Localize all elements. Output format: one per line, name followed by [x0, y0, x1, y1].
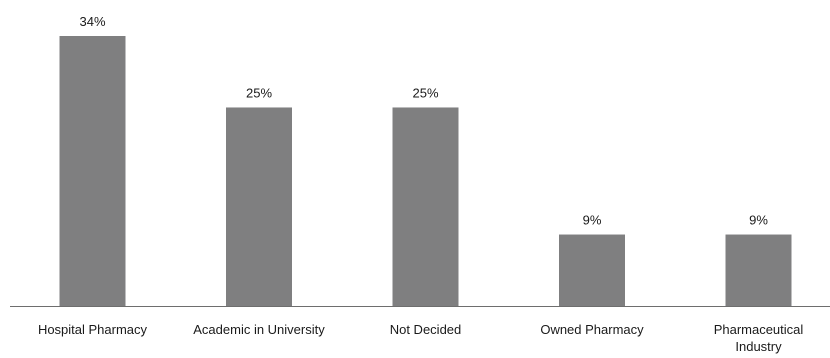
bar [59, 36, 126, 306]
bar-value-label: 9% [583, 213, 602, 228]
bar [725, 234, 792, 306]
x-tick-label-line: Academic in University [193, 322, 325, 337]
bar-value-label: 9% [749, 213, 768, 228]
x-tick-label: Not Decided [390, 322, 462, 337]
bar-value-label: 25% [412, 85, 438, 100]
x-tick-label-line: Not Decided [390, 322, 462, 337]
bars-group [59, 36, 792, 307]
x-tick-label: Academic in University [193, 322, 325, 337]
bar-value-label: 34% [79, 14, 105, 29]
bar [559, 234, 625, 306]
x-tick-labels-group: Hospital Pharmacy Academic in University N… [38, 322, 803, 354]
x-tick-label: Owned Pharmacy [540, 322, 644, 337]
bar-value-label: 25% [246, 85, 272, 100]
x-tick-label: Hospital Pharmacy [38, 322, 148, 337]
bar [226, 107, 292, 307]
value-labels-group: 34% 25% 25% 9% 9% [79, 14, 768, 228]
x-tick-label-line: Hospital Pharmacy [38, 322, 148, 337]
bar [392, 107, 459, 307]
x-tick-label: Pharmaceutical Industry [714, 322, 804, 354]
x-tick-label-line: Owned Pharmacy [540, 322, 644, 337]
x-tick-label-line: Industry [735, 339, 782, 354]
x-tick-label-line: Pharmaceutical [714, 322, 804, 337]
